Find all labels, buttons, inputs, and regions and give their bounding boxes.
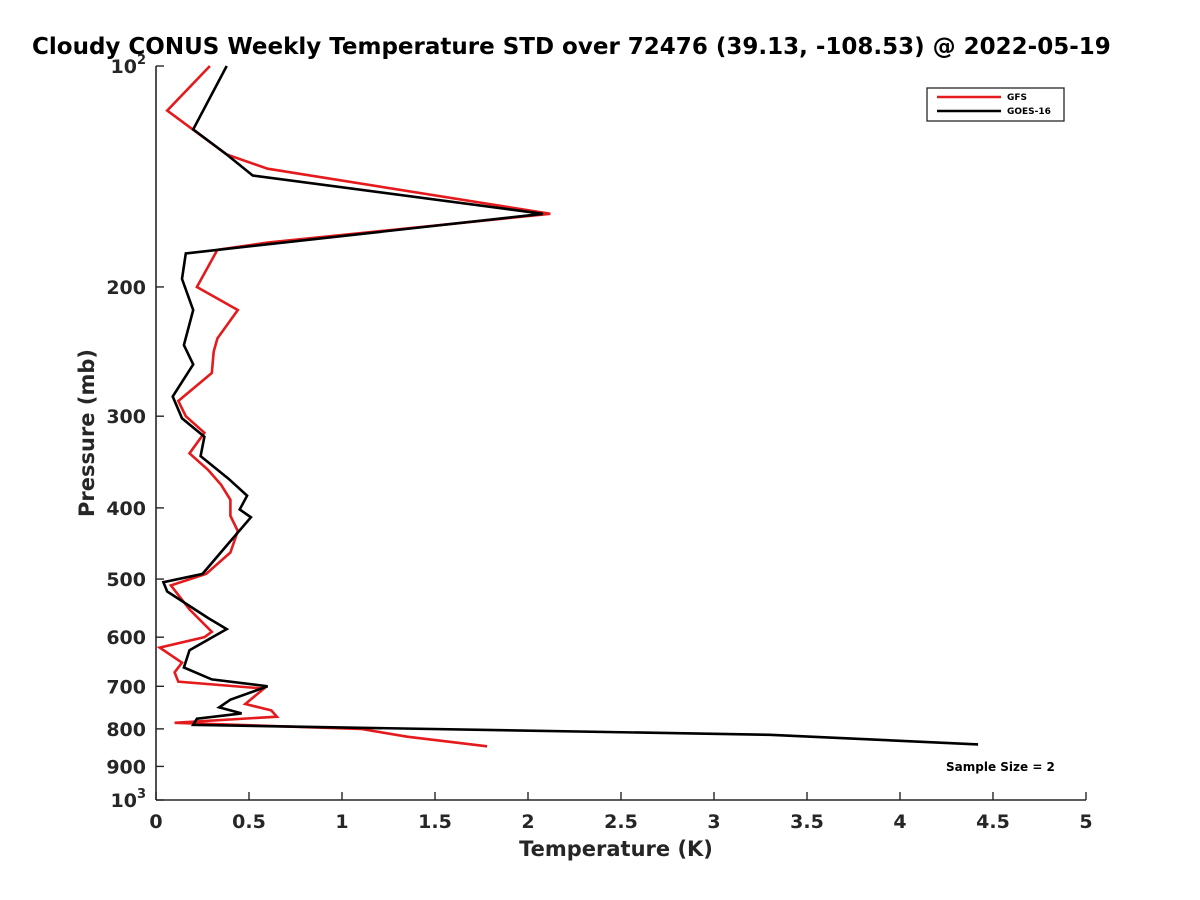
x-axis-label: Temperature (K) (519, 837, 713, 861)
x-tick-label: 4 (893, 811, 906, 833)
y-tick-label-decade: 103 (111, 787, 147, 812)
y-tick-label: 700 (106, 676, 146, 698)
sample-size-annotation: Sample Size = 2 (946, 760, 1055, 774)
chart-title: Cloudy CONUS Weekly Temperature STD over… (32, 34, 1111, 60)
legend: GFS GOES-16 (926, 87, 1065, 122)
x-tick-label: 5 (1079, 811, 1092, 833)
legend-label: GOES-16 (1007, 107, 1051, 117)
x-tick-label: 4.5 (976, 811, 1010, 833)
y-axis-label: Pressure (mb) (75, 349, 99, 517)
series-line-goes-16 (161, 65, 979, 746)
y-tick-label: 800 (106, 719, 146, 741)
y-tick-label: 500 (106, 569, 146, 591)
x-tick-label: 1.5 (418, 811, 452, 833)
y-tick-label: 200 (106, 277, 146, 299)
x-tick-label: 2.5 (604, 811, 638, 833)
x-tick-label: 3 (707, 811, 720, 833)
x-tick-label: 0 (149, 811, 162, 833)
y-tick-label: 600 (106, 627, 146, 649)
plot-area: 0 0.5 1 1.5 2 2.5 3 3.5 4 4.5 5 200 300 400 500 600 700 8… (106, 53, 1092, 833)
x-tick-label: 2 (521, 811, 534, 833)
x-tick-label: 3.5 (790, 811, 824, 833)
x-tick-label: 1 (335, 811, 348, 833)
series-line-gfs (156, 65, 551, 748)
x-tick-label: 0.5 (232, 811, 266, 833)
y-tick-label-decade: 102 (111, 53, 147, 78)
legend-label: GFS (1007, 93, 1027, 103)
legend-box (926, 87, 1065, 122)
y-tick-label: 400 (106, 498, 146, 520)
y-tick-label: 900 (106, 756, 146, 778)
y-tick-label: 300 (106, 406, 146, 428)
